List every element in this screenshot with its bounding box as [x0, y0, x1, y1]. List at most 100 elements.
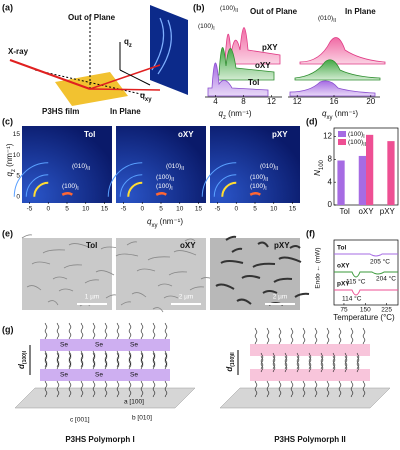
side-chain: [116, 352, 120, 370]
caption: P3HS Polymorph I: [65, 435, 134, 444]
side-chain: [338, 327, 342, 345]
annotation: (100): [250, 174, 265, 181]
side-chain: [278, 327, 282, 345]
x-tick-label: 150: [360, 307, 371, 314]
ring: [107, 162, 143, 197]
fiber: [147, 256, 171, 261]
fiber: [252, 262, 276, 268]
atom-label: Se: [130, 342, 138, 349]
x-tick-label: -5: [215, 206, 221, 213]
axis-label: qz (nm⁻¹): [218, 109, 251, 120]
fiber: [215, 283, 235, 290]
x-tick-label: 75: [340, 307, 348, 314]
atom-label: Se: [95, 342, 103, 349]
side-chain: [56, 352, 60, 370]
ring: [119, 174, 143, 197]
x-tick-label: 5: [159, 206, 163, 213]
side-chain: [56, 322, 60, 340]
label: (100)I: [22, 350, 28, 364]
side-chain: [140, 352, 144, 370]
atom-label: Se: [130, 372, 138, 379]
side-chain: [68, 352, 72, 370]
y-tick-label: 0: [328, 200, 333, 209]
label: In Plane: [345, 7, 376, 16]
axis-label: b [010]: [132, 415, 152, 422]
x-tick-label: 20: [366, 97, 375, 106]
ring: [61, 192, 73, 196]
axis-label: c [001]: [70, 417, 90, 424]
x-tick-label: 15: [195, 206, 203, 213]
x-tick-label: 225: [381, 307, 392, 314]
annotation: II: [181, 166, 184, 172]
annotation: (100)I: [250, 183, 267, 193]
x-tick-label: Tol: [340, 207, 350, 216]
axis-label: Temperature (°C): [333, 313, 395, 322]
tem-image: [22, 238, 112, 310]
fiber: [131, 292, 147, 298]
x-tick-label: 8: [241, 97, 246, 106]
ring: [127, 181, 143, 197]
fiber: [189, 286, 205, 291]
panel-a: (a) Out of Plane X-ray P3HS film In Plan…: [2, 2, 188, 116]
backbone-layer: [40, 339, 170, 351]
annotation: II: [87, 166, 90, 172]
side-chain: [338, 380, 342, 398]
side-chain: [326, 327, 330, 345]
dsc-curve: [334, 289, 398, 296]
dsc-curve: [334, 271, 398, 278]
side-chain: [80, 380, 84, 398]
atom-label: Se: [60, 372, 68, 379]
x-tick-label: 12: [293, 97, 302, 106]
side-chain: [164, 322, 168, 340]
label: P3HS film: [42, 107, 79, 116]
annotation: I: [171, 186, 172, 192]
annotation: (100)I: [156, 183, 173, 193]
fiber: [68, 243, 92, 249]
panel-label: (f): [306, 228, 315, 238]
legend-entry: (100)II: [348, 139, 366, 149]
side-chain: [116, 322, 120, 340]
ring: [155, 192, 167, 196]
sample-label: oXY: [178, 130, 194, 139]
annotation: 114 °C: [342, 295, 362, 303]
y-tick-label: 10: [13, 152, 21, 159]
side-chain: [296, 352, 300, 370]
sample-label: Tol: [86, 241, 97, 250]
label: X-ray: [8, 47, 29, 56]
annotation: (100): [250, 183, 265, 190]
panel-label: (c): [2, 116, 13, 126]
y-tick-label: 4: [328, 177, 333, 186]
label: Out of Plane: [250, 7, 298, 16]
label: (100)II: [230, 352, 236, 367]
annotation: (010): [72, 163, 87, 170]
side-chain: [266, 380, 270, 398]
ring: [13, 162, 49, 197]
y-tick-label: 5: [16, 173, 20, 180]
fiber: [120, 301, 132, 306]
substrate: [14, 387, 196, 409]
sample-label: pXY: [272, 130, 288, 139]
x-tick-label: oXY: [358, 207, 374, 216]
scale-label: 2 µm: [179, 294, 194, 301]
label: (100)II: [220, 5, 238, 15]
tem-image: [210, 238, 300, 310]
legend-swatch: [338, 131, 346, 137]
fiber: [84, 279, 100, 284]
side-chain: [128, 322, 132, 340]
ring: [25, 174, 49, 197]
x-tick-label: 16: [330, 97, 339, 106]
x-tick-label: 0: [140, 206, 144, 213]
annotation: 115 °C: [346, 278, 366, 286]
x-tick-label: 10: [82, 206, 90, 213]
scale-label: 2 µm: [273, 294, 288, 301]
panel-label: (b): [193, 2, 205, 12]
sample-label: oXY: [180, 241, 196, 250]
bar: [366, 134, 374, 205]
bar: [358, 155, 366, 205]
side-chain: [332, 352, 336, 370]
fiber: [95, 270, 115, 276]
fiber: [21, 234, 33, 239]
side-chain: [92, 352, 96, 370]
axis-label: qz (nm⁻¹): [5, 143, 16, 176]
